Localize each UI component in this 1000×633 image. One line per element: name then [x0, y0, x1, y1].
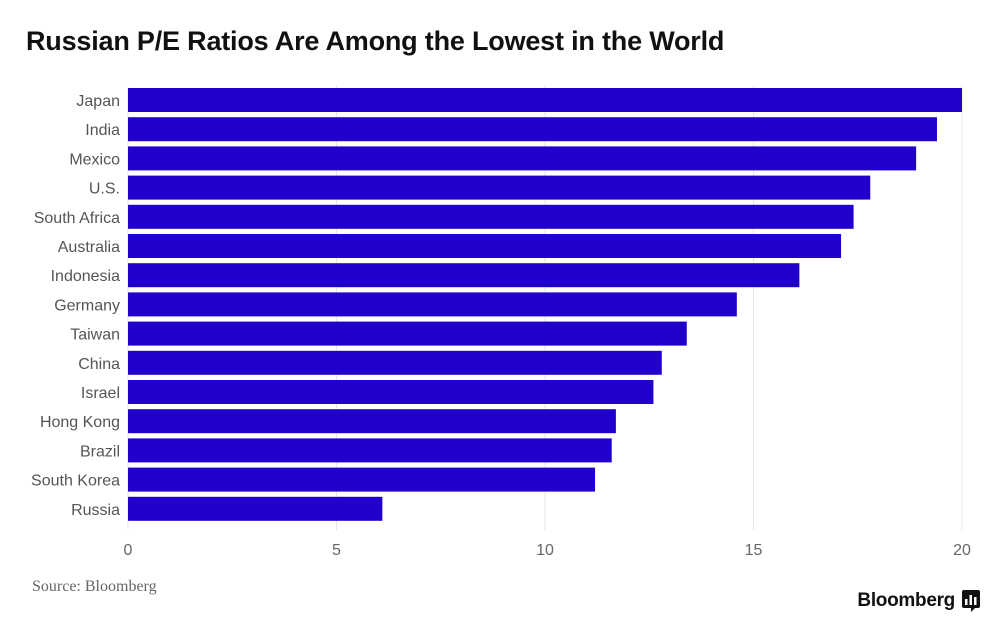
source-note: Source: Bloomberg [32, 578, 157, 595]
category-labels: Japan India Mexico U.S. South Africa Australi… [31, 93, 120, 519]
bar-u-s [128, 175, 871, 200]
category-label: Indonesia [51, 268, 120, 285]
category-label: China [78, 356, 120, 373]
bar-hong-kong [128, 409, 616, 434]
bar-australia [128, 234, 842, 258]
bar-japan [128, 88, 962, 112]
category-label: Israel [81, 385, 120, 402]
x-tick-label: 5 [332, 542, 341, 559]
chart-title: Russian P/E Ratios Are Among the Lowest … [26, 26, 725, 56]
category-label: Japan [76, 93, 120, 110]
bar-indonesia [128, 263, 800, 288]
category-label: U.S. [89, 181, 120, 198]
category-label: Germany [54, 297, 120, 314]
category-label: Mexico [69, 151, 120, 168]
category-label: South Korea [31, 473, 120, 490]
bar-india [128, 117, 937, 142]
x-tick-label: 10 [536, 542, 554, 559]
bar-south-africa [128, 204, 854, 229]
category-label: India [85, 122, 120, 139]
category-label: Russia [71, 502, 120, 519]
bar-taiwan [128, 321, 687, 346]
x-tick-label: 0 [124, 542, 133, 559]
bar-germany [128, 292, 737, 317]
bar-russia [128, 496, 383, 521]
category-label: Australia [58, 239, 120, 256]
category-label: Hong Kong [40, 414, 120, 431]
bar-israel [128, 380, 654, 404]
bar-mexico [128, 146, 917, 171]
brand-name: Bloomberg [857, 590, 955, 611]
x-axis-ticks: 0 5 10 15 20 [124, 542, 971, 559]
category-label: South Africa [34, 210, 120, 227]
bar-brazil [128, 438, 612, 463]
bar-south-korea [128, 467, 596, 492]
x-tick-label: 15 [745, 542, 763, 559]
bars [128, 88, 962, 521]
category-label: Brazil [80, 443, 120, 460]
bloomberg-logo: Bloomberg [857, 590, 980, 612]
bar-china [128, 350, 662, 375]
category-label: Taiwan [70, 327, 120, 344]
x-tick-label: 20 [953, 542, 971, 559]
bloomberg-terminal-icon [962, 590, 980, 612]
